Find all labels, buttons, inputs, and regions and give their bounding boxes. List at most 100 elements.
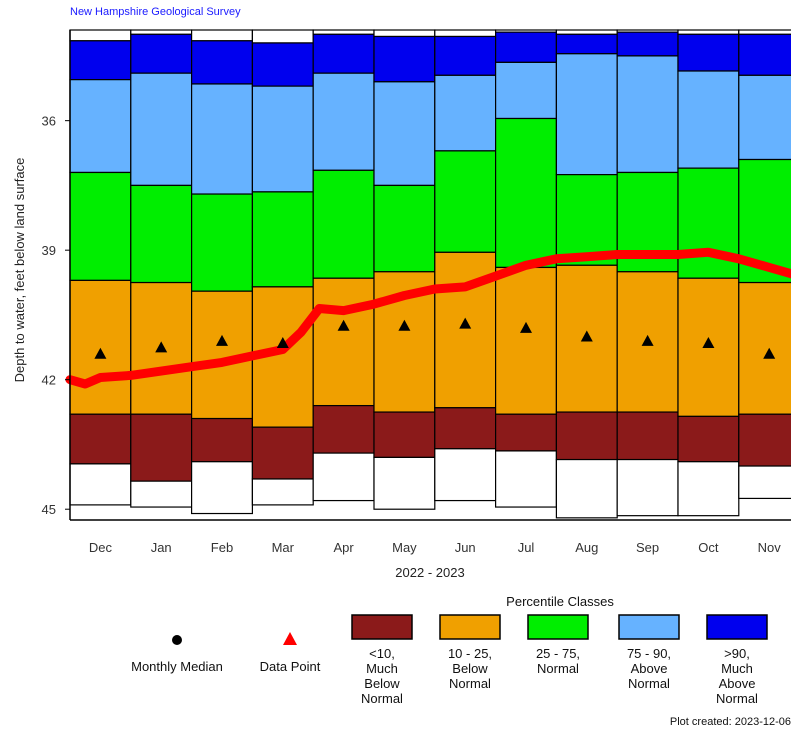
x-tick-label: Dec (89, 540, 113, 555)
band-below-10-sep (616, 411, 679, 461)
band-bottom-white-oct (677, 461, 740, 517)
legend-class-label-2: 25 - 75, Normal (536, 646, 580, 676)
band-top-white-jan (130, 29, 193, 35)
x-tick-label: Feb (211, 540, 233, 555)
x-tick-label: Nov (758, 540, 782, 555)
median-marker-jul (520, 321, 532, 333)
median-marker-nov (763, 347, 776, 359)
band-top-white-aug (555, 29, 618, 35)
band-below-10-feb (191, 417, 254, 463)
x-axis-title: 2022 - 2023 (395, 565, 464, 580)
band-75-90-nov (738, 74, 791, 161)
median-marker-jun (459, 317, 472, 329)
band-10-25-dec (69, 279, 132, 415)
band-above-90-oct (677, 33, 740, 72)
band-25-75-dec (69, 171, 132, 281)
band-bottom-white-jul (495, 450, 558, 508)
band-above-90-apr (312, 33, 375, 74)
band-bottom-white-apr (312, 452, 375, 502)
legend-class-label-4: >90, Much Above Normal (716, 646, 758, 706)
band-above-90-feb (191, 40, 254, 85)
source-label: New Hampshire Geological Survey (70, 6, 241, 18)
band-25-75-mar (251, 191, 314, 288)
legend-swatch-2 (527, 614, 589, 640)
band-below-10-may (373, 411, 436, 459)
band-25-75-feb (191, 193, 254, 292)
median-marker-mar (276, 336, 289, 348)
x-tick-label: Apr (333, 540, 354, 555)
x-tick-label: Aug (575, 540, 598, 555)
legend-title: Percentile Classes (506, 594, 614, 609)
band-above-90-jul (495, 31, 558, 63)
band-top-white-feb (191, 29, 254, 42)
median-marker-dec (94, 347, 107, 359)
y-axis-title: Depth to water, feet below land surface (12, 158, 27, 383)
band-above-90-may (373, 35, 436, 83)
band-75-90-jul (495, 61, 558, 120)
band-10-25-nov (738, 281, 791, 415)
band-top-white-may (373, 29, 436, 38)
x-tick-label: Sep (636, 540, 659, 555)
legend-swatch-0 (351, 614, 413, 640)
band-bottom-white-nov (738, 465, 791, 500)
band-bottom-white-sep (616, 458, 679, 517)
legend-swatch-1 (439, 614, 501, 640)
median-marker-sep (641, 334, 654, 346)
band-below-10-jan (130, 413, 193, 482)
band-75-90-dec (69, 79, 132, 174)
band-top-white-apr (312, 29, 375, 35)
band-25-75-jan (130, 184, 193, 284)
x-tick-label: Jun (455, 540, 476, 555)
band-bottom-white-jan (130, 480, 193, 508)
band-below-10-apr (312, 404, 375, 454)
legend-class-label-3: 75 - 90, Above Normal (627, 646, 671, 691)
band-75-90-feb (191, 83, 254, 195)
median-marker-oct (702, 336, 715, 348)
band-75-90-jan (130, 72, 193, 187)
y-tick-label: 36 (42, 114, 56, 129)
band-bottom-white-aug (555, 458, 618, 519)
chart-axes: 36 39 42 45 Dec Jan Feb Mar Apr May Jun Jul Aug Sep Oc… (12, 30, 791, 580)
band-above-90-jun (434, 35, 497, 76)
band-bottom-white-mar (251, 478, 314, 506)
band-75-90-jun (434, 74, 497, 152)
median-marker-feb (216, 334, 228, 346)
legend-median-label: Monthly Median (131, 659, 223, 674)
data-point-line (65, 247, 791, 389)
band-below-10-oct (677, 415, 740, 463)
band-top-white-jun (434, 29, 497, 38)
x-tick-label: Jan (151, 540, 172, 555)
monthly-median-markers (94, 317, 776, 359)
band-above-90-aug (555, 33, 618, 55)
band-below-10-jul (495, 413, 558, 452)
band-25-75-apr (312, 169, 375, 279)
legend-median-icon (172, 635, 182, 645)
band-top-white-nov (738, 29, 791, 35)
band-75-90-may (373, 81, 436, 187)
band-below-10-mar (251, 426, 314, 480)
median-marker-apr (337, 319, 350, 331)
band-below-10-aug (555, 411, 618, 461)
band-10-25-apr (312, 277, 375, 407)
y-tick-label: 45 (42, 502, 56, 517)
legend-swatch-4 (706, 614, 768, 640)
band-above-90-jan (130, 33, 193, 74)
x-tick-label: Jul (518, 540, 535, 555)
band-below-10-jun (434, 407, 497, 450)
band-above-90-mar (251, 42, 314, 87)
legend-class-label-0: <10, Much Below Normal (361, 646, 403, 706)
x-tick-label: May (392, 540, 417, 555)
band-above-90-nov (738, 33, 791, 76)
band-25-75-jun (434, 150, 497, 253)
median-marker-jan (155, 341, 168, 353)
plot-created-label: Plot created: 2023-12-06 (669, 716, 791, 728)
legend-data-icon (283, 632, 297, 645)
band-below-10-nov (738, 413, 791, 467)
band-bottom-white-dec (69, 463, 132, 506)
band-75-90-apr (312, 72, 375, 171)
band-bottom-white-may (373, 456, 436, 510)
percentile-bands (69, 29, 791, 519)
band-75-90-aug (555, 53, 618, 176)
band-25-75-may (373, 184, 436, 273)
